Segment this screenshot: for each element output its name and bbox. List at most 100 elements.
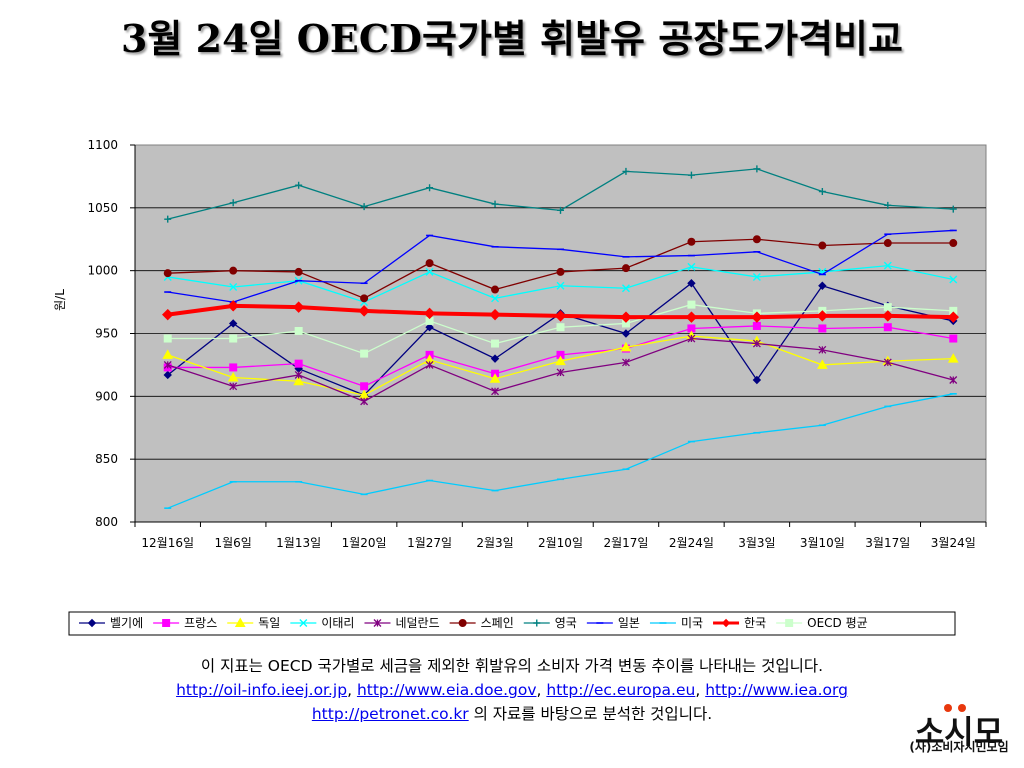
- data-point: [620, 341, 632, 352]
- data-point: [295, 181, 303, 189]
- data-point: [949, 205, 957, 213]
- series-group: [162, 165, 959, 509]
- data-point: [785, 619, 794, 627]
- data-point: [556, 323, 565, 332]
- data-point: [687, 262, 696, 271]
- x-tick-label: 3월24일: [931, 536, 976, 550]
- data-point: [162, 619, 171, 627]
- source-link-ieej[interactable]: http://oil-info.ieej.or.jp: [176, 681, 348, 699]
- data-point: [491, 285, 500, 294]
- y-tick-label: 800: [95, 515, 118, 529]
- line-chart: 800 850 900 950 1000 1050 1100 12월16일 1월6일 1월13일 1…: [53, 138, 987, 636]
- legend-label: 미국: [681, 616, 703, 630]
- data-point: [293, 375, 305, 386]
- data-point: [687, 171, 695, 179]
- legend-label: 프랑스: [184, 616, 217, 630]
- data-point: [227, 300, 239, 312]
- data-point: [229, 334, 238, 343]
- legend-item: 프랑스: [153, 616, 217, 630]
- legend-item: 한국: [713, 616, 766, 630]
- x-tick-label: 1월13일: [276, 536, 321, 550]
- data-point: [884, 201, 892, 209]
- x-tick-label: 12월16일: [141, 536, 194, 550]
- data-point: [458, 619, 467, 627]
- source-link-europa[interactable]: http://ec.europa.eu: [546, 681, 696, 699]
- data-point: [883, 323, 892, 332]
- data-point: [360, 203, 368, 211]
- data-point: [753, 165, 761, 173]
- legend-label: 일본: [618, 616, 640, 630]
- data-point: [752, 321, 761, 330]
- legend-label: 네덜란드: [395, 616, 439, 630]
- data-point: [949, 334, 958, 343]
- legend-label: 이태리: [321, 616, 354, 630]
- legend-item: 영국: [523, 616, 577, 630]
- data-point: [358, 305, 370, 317]
- data-point: [622, 358, 630, 367]
- data-point: [163, 269, 172, 278]
- data-point: [360, 294, 369, 303]
- data-point: [294, 267, 303, 276]
- legend-item: 이태리: [290, 616, 354, 630]
- data-point: [554, 310, 567, 322]
- footnote: 이 지표는 OECD 국가별로 세금을 제외한 휘발유의 소비자 가격 변동 추…: [60, 654, 964, 726]
- data-point: [687, 279, 696, 288]
- data-point: [883, 358, 892, 367]
- data-point: [752, 339, 761, 348]
- data-point: [489, 373, 501, 383]
- source-link-petronet[interactable]: http://petronet.co.kr: [311, 705, 469, 723]
- legend-item: 미국: [649, 616, 703, 630]
- data-point: [229, 363, 238, 372]
- source-link-eia[interactable]: http://www.eia.doe.gov: [356, 681, 537, 699]
- legend-item: 벨기에: [79, 616, 143, 630]
- separator: ,: [347, 681, 357, 699]
- x-tick-label: 2월24일: [669, 536, 714, 550]
- data-point: [818, 281, 827, 290]
- data-point: [360, 349, 369, 358]
- page-title: 3월 24일 OECD국가별 휘발유 공장도가격비교: [121, 16, 903, 61]
- legend-label: 영국: [555, 616, 577, 630]
- separator: ,: [695, 681, 706, 699]
- y-tick-label: 1050: [87, 201, 118, 215]
- y-axis-label: 원/L: [53, 289, 67, 311]
- x-tick-label: 2월3일: [476, 536, 513, 550]
- data-point: [425, 360, 434, 369]
- legend-label: 스페인: [481, 616, 514, 630]
- y-tick-label: 1100: [87, 138, 118, 152]
- source-link-iea[interactable]: http://www.iea.org: [705, 681, 848, 699]
- footnote-line-3: http://petronet.co.kr 의 자료를 바탕으로 분석한 것입니…: [60, 702, 964, 726]
- data-point: [87, 618, 97, 628]
- data-point: [883, 303, 892, 312]
- data-point: [621, 284, 630, 293]
- data-point: [816, 310, 829, 322]
- series-11: [163, 300, 958, 358]
- x-tick-label: 2월10일: [538, 536, 583, 550]
- data-point: [752, 235, 761, 244]
- data-point: [751, 311, 763, 323]
- x-tick-label: 3월17일: [865, 536, 910, 550]
- data-point: [163, 370, 172, 380]
- data-point: [490, 354, 500, 363]
- x-tick-label: 1월6일: [215, 536, 252, 550]
- data-point: [816, 359, 828, 369]
- data-point: [949, 239, 958, 248]
- data-point: [163, 360, 172, 369]
- legend-item: 독일: [227, 616, 280, 630]
- data-point: [555, 355, 566, 366]
- legend-label: 한국: [744, 616, 766, 630]
- data-point: [294, 371, 303, 379]
- data-point: [621, 264, 630, 273]
- legend-label: 독일: [258, 616, 280, 630]
- x-tick-label: 3월10일: [800, 536, 845, 550]
- data-point: [229, 382, 238, 391]
- data-point: [294, 359, 303, 368]
- footnote-line-1: 이 지표는 OECD 국가별로 세금을 제외한 휘발유의 소비자 가격 변동 추…: [200, 657, 824, 675]
- data-point: [818, 345, 827, 354]
- data-point: [162, 308, 174, 321]
- data-point: [423, 307, 436, 320]
- data-point: [425, 267, 434, 276]
- series-6: [163, 235, 958, 303]
- series-10: [162, 300, 959, 323]
- legend-label: OECD 평균: [807, 616, 868, 630]
- data-point: [294, 326, 303, 335]
